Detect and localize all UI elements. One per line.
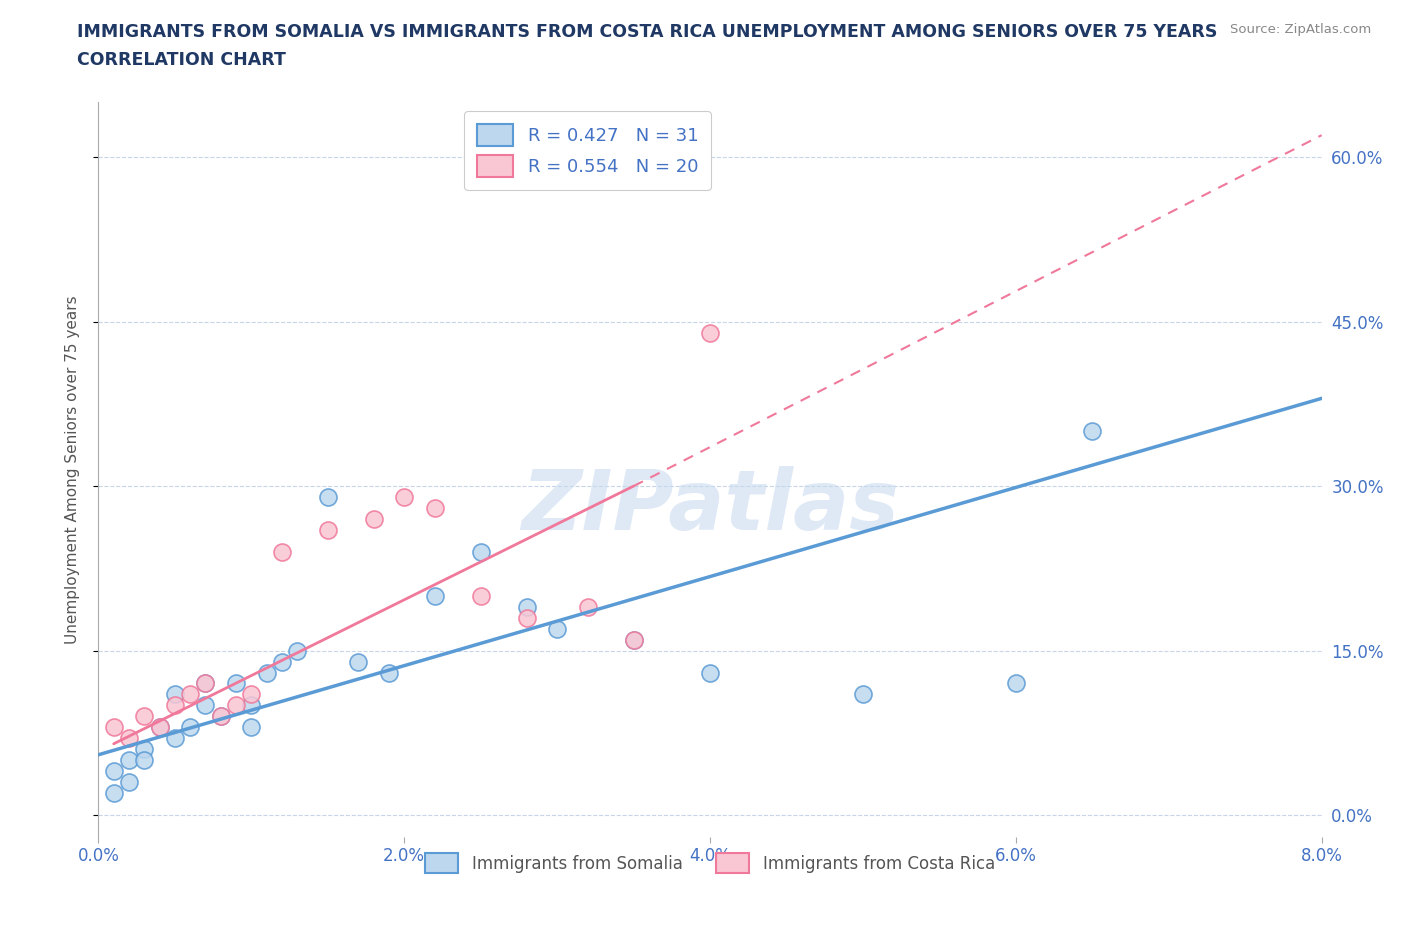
Point <box>470 589 492 604</box>
Point <box>516 610 538 625</box>
Point <box>576 599 599 614</box>
Point <box>194 698 217 713</box>
Point <box>392 489 416 504</box>
Text: IMMIGRANTS FROM SOMALIA VS IMMIGRANTS FROM COSTA RICA UNEMPLOYMENT AMONG SENIORS: IMMIGRANTS FROM SOMALIA VS IMMIGRANTS FR… <box>77 23 1218 41</box>
Point <box>225 698 247 713</box>
Point <box>149 720 172 735</box>
Point <box>118 731 141 746</box>
Point <box>209 709 232 724</box>
Point <box>1004 676 1026 691</box>
Point <box>118 775 141 790</box>
Point <box>209 709 232 724</box>
Point <box>103 786 125 801</box>
Point <box>179 720 201 735</box>
Point <box>240 720 263 735</box>
Point <box>103 720 125 735</box>
Y-axis label: Unemployment Among Seniors over 75 years: Unemployment Among Seniors over 75 years <box>65 296 80 644</box>
Point <box>149 720 172 735</box>
Point <box>270 544 294 559</box>
Point <box>103 764 125 778</box>
Point <box>470 544 492 559</box>
Point <box>225 676 247 691</box>
Point <box>316 523 339 538</box>
Point <box>316 489 339 504</box>
Point <box>118 752 141 767</box>
Point <box>623 632 645 647</box>
Point <box>240 687 263 702</box>
Point <box>163 687 186 702</box>
Point <box>163 731 186 746</box>
Point <box>1081 424 1104 439</box>
Point <box>516 599 538 614</box>
Text: CORRELATION CHART: CORRELATION CHART <box>77 51 287 69</box>
Point <box>378 665 401 680</box>
Point <box>134 742 156 757</box>
Point <box>423 500 446 515</box>
Point <box>546 621 568 636</box>
Point <box>163 698 186 713</box>
Text: ZIPatlas: ZIPatlas <box>522 466 898 547</box>
Point <box>134 709 156 724</box>
Point <box>699 665 721 680</box>
Legend: Immigrants from Somalia, Immigrants from Costa Rica: Immigrants from Somalia, Immigrants from… <box>419 846 1001 880</box>
Point <box>347 654 370 669</box>
Point <box>194 676 217 691</box>
Point <box>240 698 263 713</box>
Point <box>194 676 217 691</box>
Point <box>363 512 385 526</box>
Point <box>623 632 645 647</box>
Point <box>423 589 446 604</box>
Point <box>699 326 721 340</box>
Point <box>285 644 308 658</box>
Point <box>256 665 278 680</box>
Point <box>852 687 875 702</box>
Text: Source: ZipAtlas.com: Source: ZipAtlas.com <box>1230 23 1371 36</box>
Point <box>134 752 156 767</box>
Point <box>270 654 294 669</box>
Point <box>179 687 201 702</box>
